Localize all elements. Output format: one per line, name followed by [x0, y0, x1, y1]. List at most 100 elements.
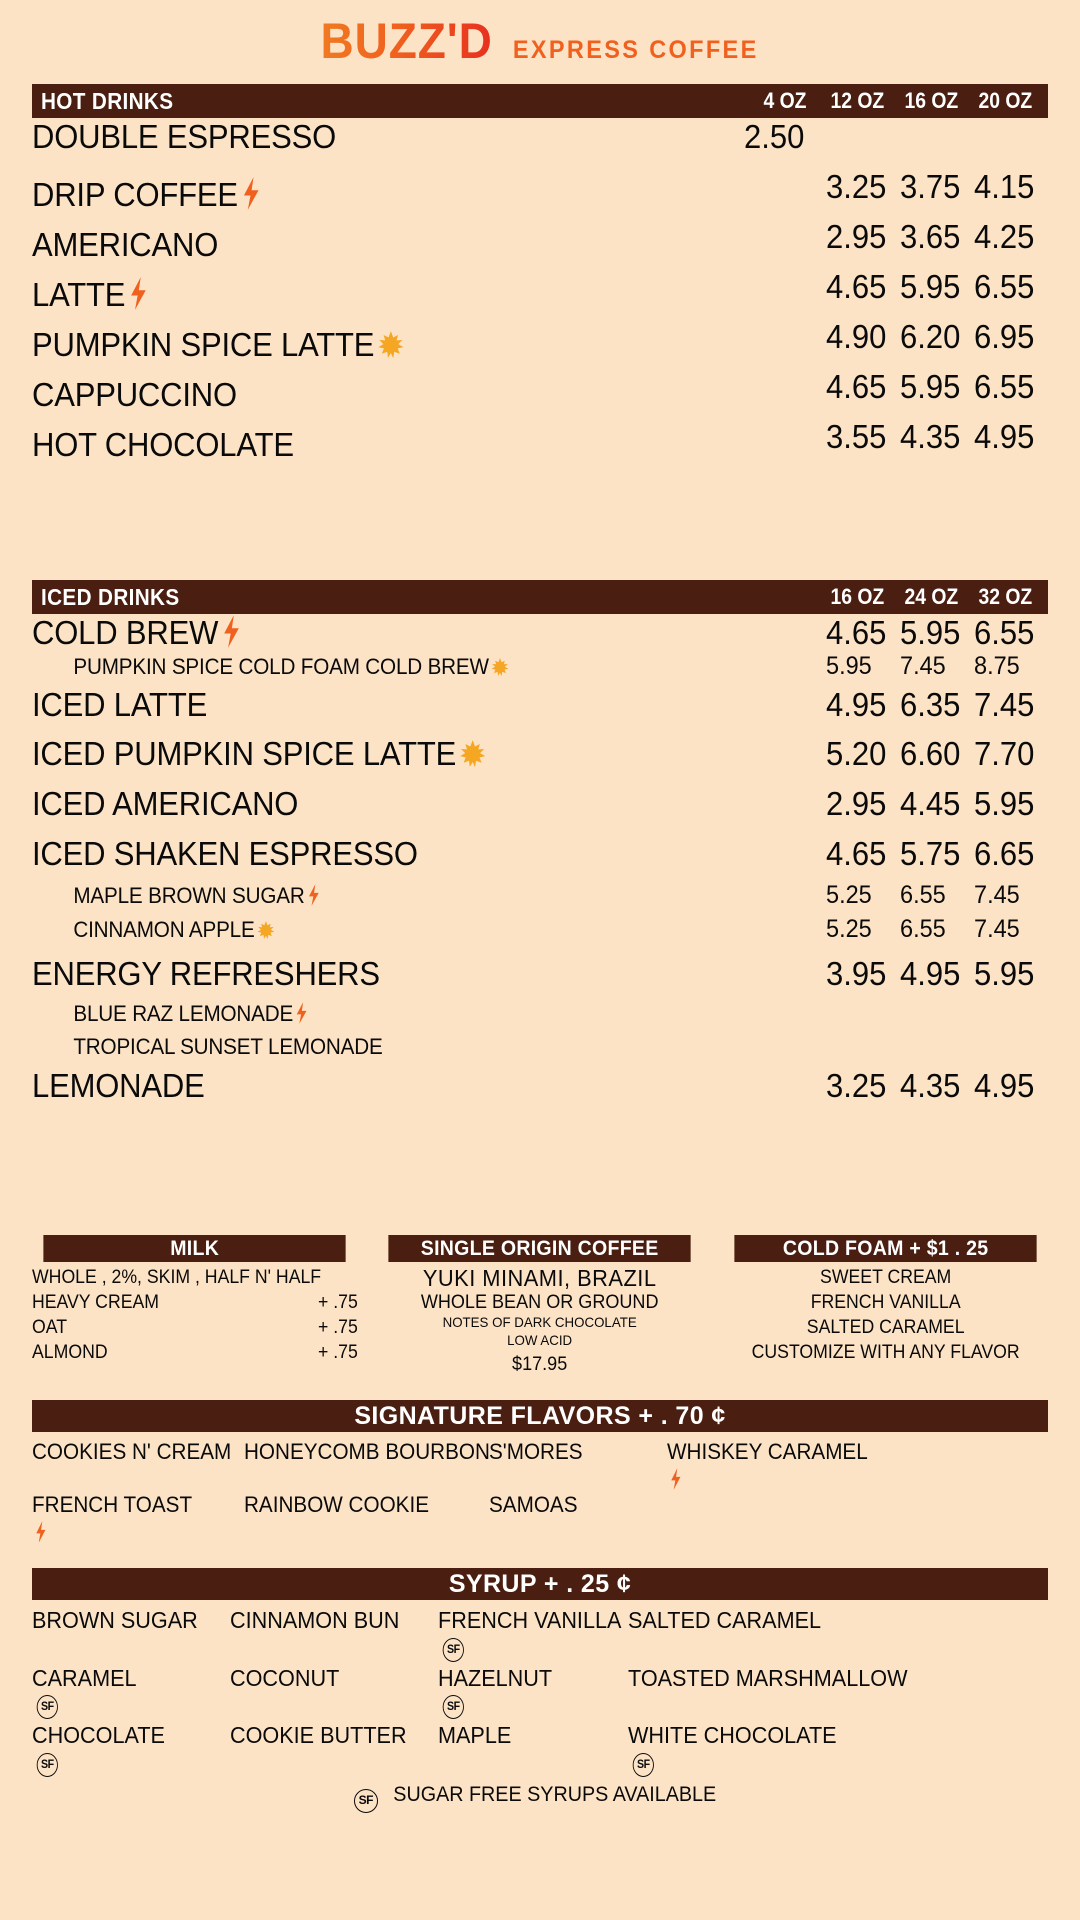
syrup-item: CARAMEL SF [32, 1662, 218, 1720]
menu-row[interactable]: LEMONADE 3.25 4.35 4.95 [32, 1067, 1048, 1117]
menu-row[interactable]: PUMPKIN SPICE COLD FOAM COLD BREW 5.95 7.4… [32, 652, 1048, 686]
price-16oz: 3.25 [826, 1067, 887, 1104]
price-16oz: 6.20 [900, 318, 961, 355]
milk-option-price: + .75 [317, 1317, 358, 1339]
menu-row[interactable]: ICED AMERICANO 2.95 4.45 5.95 [32, 785, 1048, 835]
item-prices: 3.25 3.75 4.15 [744, 168, 1048, 206]
item-name: MAPLE BROWN SUGAR [32, 883, 778, 909]
single-origin-name: YUKI MINAMI, BRAZIL [423, 1265, 657, 1291]
price-24oz: 5.95 [900, 614, 961, 651]
price-16oz: 3.65 [900, 218, 961, 255]
menu-row[interactable]: DRIP COFFEE 3.25 3.75 4.15 [32, 168, 1048, 218]
item-prices: 4.65 5.75 6.65 [826, 835, 1048, 873]
sf-badge-icon: SF [36, 1752, 58, 1777]
syrup-item: MAPLE [438, 1722, 512, 1749]
iced-drinks-title: ICED DRINKS [41, 583, 180, 610]
signature-flavor-item [667, 1489, 1025, 1542]
maple-leaf-icon [257, 919, 276, 941]
sf-badge-icon: SF [442, 1695, 464, 1720]
menu-row[interactable]: TROPICAL SUNSET LEMONADE [32, 1034, 1048, 1067]
signature-flavors-header: SIGNATURE FLAVORS + . 70 ¢ [32, 1400, 1048, 1432]
menu-row[interactable]: ICED LATTE 4.95 6.35 7.45 [32, 686, 1048, 735]
item-prices: 3.55 4.35 4.95 [744, 418, 1048, 456]
menu-row[interactable]: AMERICANO 2.95 3.65 4.25 [32, 218, 1048, 268]
price-20oz: 4.15 [974, 168, 1035, 205]
syrup-item: HAZELNUT SF [438, 1662, 617, 1720]
hot-drinks-list: DOUBLE ESPRESSO 2.50 DRIP COFFEE 3.25 3.75 4.… [32, 118, 1048, 468]
item-prices: 2.95 3.65 4.25 [744, 218, 1048, 256]
signature-flavor-item: COOKIES N' CREAM [32, 1439, 232, 1464]
signature-flavor-item: FRENCH TOAST [32, 1489, 231, 1544]
menu-row[interactable]: CAPPUCCINO 4.65 5.95 6.55 [32, 368, 1048, 418]
menu-row[interactable]: DOUBLE ESPRESSO 2.50 [32, 118, 1048, 168]
cold-foam-title: COLD FOAM + $1 . 25 [734, 1235, 1037, 1262]
menu-row[interactable]: HOT CHOCOLATE 3.55 4.35 4.95 [32, 418, 1048, 468]
menu-row[interactable]: COLD BREW 4.65 5.95 6.55 [32, 614, 1048, 652]
milk-panel: MILK WHOLE , 2%, SKIM , HALF N' HALF HEA… [32, 1235, 357, 1365]
price-16oz: 4.65 [826, 614, 887, 651]
menu-row[interactable]: PUMPKIN SPICE LATTE 4.90 6.20 6.95 [32, 318, 1048, 368]
signature-flavor-item: SAMOAS [489, 1492, 578, 1518]
price-16oz: 5.25 [826, 881, 872, 909]
lightning-bolt-icon [296, 1001, 309, 1024]
menu-row[interactable]: MAPLE BROWN SUGAR 5.25 6.55 7.45 [32, 881, 1048, 915]
price-20oz: 4.25 [974, 218, 1035, 255]
price-20oz [974, 118, 1044, 156]
item-name: COLD BREW [32, 614, 778, 652]
milk-title: MILK [43, 1235, 346, 1262]
item-prices: 4.65 5.95 6.55 [826, 614, 1048, 652]
signature-flavors-title: SIGNATURE FLAVORS [354, 1402, 632, 1430]
price-16oz: 4.65 [826, 835, 887, 872]
syrup-upcharge: + . 25 ¢ [543, 1570, 632, 1599]
syrup-list: BROWN SUGAR CINNAMON BUN FRENCH VANILLA SF S… [32, 1604, 1048, 1777]
price-20oz: 6.95 [974, 318, 1035, 355]
item-prices: 2.50 [744, 118, 1048, 156]
price-12oz: 2.95 [826, 218, 887, 255]
maple-leaf-icon [459, 737, 487, 770]
price-32oz: 8.75 [974, 652, 1020, 680]
single-origin-details: YUKI MINAMI, BRAZIL WHOLE BEAN OR GROUND… [377, 1265, 702, 1376]
maple-leaf-icon [377, 328, 405, 361]
menu-row[interactable]: LATTE 4.65 5.95 6.55 [32, 268, 1048, 318]
menu-row[interactable]: ICED SHAKEN ESPRESSO 4.65 5.75 6.65 [32, 835, 1048, 881]
price-32oz: 6.65 [974, 835, 1035, 872]
menu-row[interactable]: CINNAMON APPLE 5.25 6.55 7.45 [32, 915, 1048, 955]
lightning-bolt-icon [307, 883, 320, 906]
single-origin-form: WHOLE BEAN OR GROUND [421, 1292, 659, 1313]
single-origin-panel: SINGLE ORIGIN COFFEE YUKI MINAMI, BRAZIL… [377, 1235, 702, 1376]
price-4oz: 2.50 [744, 118, 805, 155]
sugar-free-note: SF SUGAR FREE SYRUPS AVAILABLE [0, 1783, 1080, 1813]
signature-flavor-item: RAINBOW COOKIE [244, 1492, 429, 1518]
price-12oz: 4.65 [826, 268, 887, 305]
item-prices: 4.65 5.95 6.55 [744, 368, 1048, 406]
item-prices: 4.90 6.20 6.95 [744, 318, 1048, 356]
price-32oz: 5.95 [974, 785, 1035, 822]
price-4oz [744, 218, 821, 256]
single-origin-title: SINGLE ORIGIN COFFEE [388, 1235, 692, 1262]
item-name: LEMONADE [32, 1067, 205, 1104]
menu-row[interactable]: ENERGY REFRESHERS 3.95 4.95 5.95 [32, 955, 1048, 1001]
menu-row[interactable]: BLUE RAZ LEMONADE [32, 1001, 1048, 1034]
price-24oz: 4.35 [900, 1067, 961, 1104]
item-name: ENERGY REFRESHERS [32, 955, 380, 992]
item-name: CAPPUCCINO [32, 376, 237, 413]
price-20oz: 6.55 [974, 268, 1035, 305]
menu-row[interactable]: ICED PUMPKIN SPICE LATTE 5.20 6.60 7.70 [32, 735, 1048, 785]
price-16oz: 4.95 [826, 686, 887, 723]
price-16oz: 5.20 [826, 735, 887, 772]
item-name: ICED SHAKEN ESPRESSO [32, 835, 418, 872]
syrup-item: CHOCOLATE SF [32, 1719, 218, 1777]
cold-foam-option: CUSTOMIZE WITH ANY FLAVOR [751, 1342, 1020, 1364]
milk-option-price: + .75 [317, 1342, 358, 1364]
sf-badge-icon: SF [36, 1695, 58, 1720]
item-prices: 4.65 5.95 6.55 [744, 268, 1048, 306]
brand-logo: BUZZ'D EXPRESS COFFEE [0, 0, 1080, 66]
milk-base-options: WHOLE , 2%, SKIM , HALF N' HALF [32, 1267, 322, 1288]
item-name: CINNAMON APPLE [32, 917, 778, 943]
milk-options: WHOLE , 2%, SKIM , HALF N' HALF HEAVY CR… [32, 1265, 357, 1365]
price-4oz [744, 268, 821, 306]
item-prices: 5.20 6.60 7.70 [826, 735, 1048, 773]
price-12oz [826, 118, 896, 156]
price-16oz: 5.25 [826, 915, 872, 943]
price-12oz: 4.65 [826, 368, 887, 405]
